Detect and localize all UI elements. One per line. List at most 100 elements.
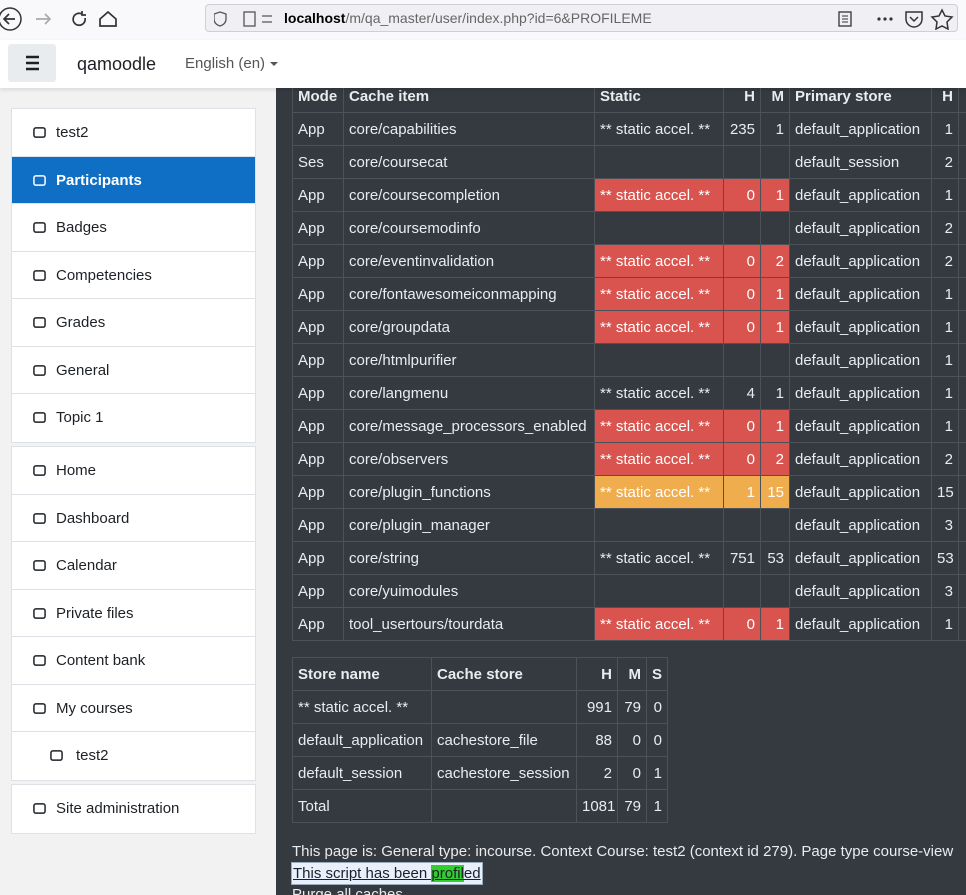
cell: 1081 — [576, 789, 618, 823]
site-name[interactable]: qamoodle — [77, 54, 157, 74]
cell: 0 — [723, 310, 761, 344]
cell: 1 — [723, 475, 761, 509]
cell: ** static accel. ** — [594, 178, 724, 212]
nav-item[interactable]: General — [12, 347, 255, 394]
cell: core/message_processors_enabled — [343, 409, 595, 443]
row: App core/observers ** static accel. ** 0 2 de… — [292, 442, 966, 476]
cell: default_application — [789, 211, 932, 245]
row: ** static accel. ** 991 79 0 — [292, 690, 668, 724]
toolbar-icons[interactable] — [874, 8, 964, 30]
profiled-link[interactable]: This script has been profiled — [291, 862, 483, 885]
purge-link[interactable]: Purge all caches — [292, 886, 403, 895]
cell: core/yuimodules — [343, 574, 595, 608]
nav-block: Site administration — [11, 784, 256, 834]
cell — [723, 211, 761, 245]
cell: 1 — [931, 178, 959, 212]
cell — [431, 690, 577, 724]
nav-item[interactable]: Participants — [12, 156, 255, 204]
cell: 0 — [617, 756, 647, 790]
cell: App — [292, 277, 344, 311]
url-field[interactable]: localhost/m/qa_master/user/index.php?id=… — [205, 4, 958, 32]
url-host: localhost — [284, 10, 346, 26]
cell: 751 — [723, 541, 761, 575]
nav-item[interactable]: Grades — [12, 299, 255, 347]
menu-button[interactable] — [8, 44, 56, 82]
language-menu[interactable]: English (en) — [185, 55, 279, 72]
nav-label: My courses — [56, 699, 133, 717]
cell: 1 — [931, 376, 959, 410]
page-info: This page is: General type: incourse. Co… — [292, 843, 954, 860]
cell: 2 — [760, 244, 790, 278]
cell: ** static accel. ** — [594, 310, 724, 344]
cell — [723, 145, 761, 179]
header-cell: Static — [594, 88, 724, 113]
header-cell-cut — [958, 88, 966, 113]
nav-item[interactable]: test2 — [12, 109, 255, 157]
row: Total 1081 79 1 — [292, 789, 668, 823]
cell: default_application — [789, 343, 932, 377]
nav-item[interactable]: My courses — [12, 685, 255, 732]
nav-block: Home Dashboard Calendar Private files Conten… — [11, 446, 256, 781]
row: App core/string ** static accel. ** 751 53 de… — [292, 541, 966, 575]
nav-item[interactable]: Calendar — [12, 542, 255, 590]
cell: cachestore_file — [431, 723, 577, 757]
cell: default_application — [789, 277, 932, 311]
cell: Total — [292, 789, 432, 823]
cell: App — [292, 343, 344, 377]
nav-label: Dashboard — [56, 509, 130, 527]
cell: core/coursecompletion — [343, 178, 595, 212]
cell-cut — [958, 409, 966, 443]
cell: default_application — [789, 178, 932, 212]
cell: 2 — [760, 442, 790, 476]
cell: ** static accel. ** — [594, 541, 724, 575]
cell: core/coursemodinfo — [343, 211, 595, 245]
cell: 53 — [931, 541, 959, 575]
cell: 1 — [931, 607, 959, 641]
profiled-highlight: profil — [431, 865, 464, 882]
cell: 0 — [646, 723, 668, 757]
cell: cachestore_session — [431, 756, 577, 790]
navbar: qamoodle English (en) — [0, 40, 966, 88]
row: App core/message_processors_enabled ** sta… — [292, 409, 966, 443]
browser-toolbar: localhost/m/qa_master/user/index.php?id=… — [0, 0, 966, 41]
cell: 1 — [646, 756, 668, 790]
cell: 15 — [931, 475, 959, 509]
cell: 1 — [760, 178, 790, 212]
store-table: Store name Cache store H M S ** static accel.… — [292, 657, 668, 823]
nav-item[interactable]: Site administration — [12, 785, 255, 833]
reader-icon[interactable] — [838, 11, 852, 27]
row: App core/fontawesomeiconmapping ** static … — [292, 277, 966, 311]
cell: 1 — [760, 607, 790, 641]
nav-item[interactable]: test2 — [12, 732, 255, 780]
cell: App — [292, 607, 344, 641]
cell: 2 — [931, 442, 959, 476]
nav-label: Topic 1 — [56, 409, 104, 426]
cell: 88 — [576, 723, 618, 757]
cell: core/fontawesomeiconmapping — [343, 277, 595, 311]
profiled-text: This script has been — [293, 865, 432, 882]
nav-item[interactable]: Dashboard — [12, 495, 255, 542]
nav-buttons[interactable] — [0, 6, 120, 32]
nav-item[interactable]: Competencies — [12, 252, 255, 299]
cell: 0 — [723, 244, 761, 278]
cell — [594, 145, 724, 179]
nav-item[interactable]: Content bank — [12, 637, 255, 685]
cell: core/plugin_manager — [343, 508, 595, 542]
cell: 0 — [617, 723, 647, 757]
row: App core/plugin_functions ** static accel.… — [292, 475, 966, 509]
cell: App — [292, 541, 344, 575]
nav-item[interactable]: Topic 1 — [12, 394, 255, 442]
cell-cut — [958, 541, 966, 575]
nav-item[interactable]: Private files — [12, 590, 255, 637]
cell — [760, 508, 790, 542]
cell: ** static accel. ** — [594, 475, 724, 509]
nav-item[interactable]: Badges — [12, 204, 255, 252]
row: App tool_usertours/tourdata ** static acce… — [292, 607, 966, 641]
language: English (en) — [185, 55, 266, 72]
row: App core/eventinvalidation ** static accel… — [292, 244, 966, 278]
cell: default_application — [789, 508, 932, 542]
header-row: Store name Cache store H M S — [292, 657, 668, 691]
nav-label: test2 — [76, 747, 109, 764]
nav-item[interactable]: Home — [12, 447, 255, 495]
